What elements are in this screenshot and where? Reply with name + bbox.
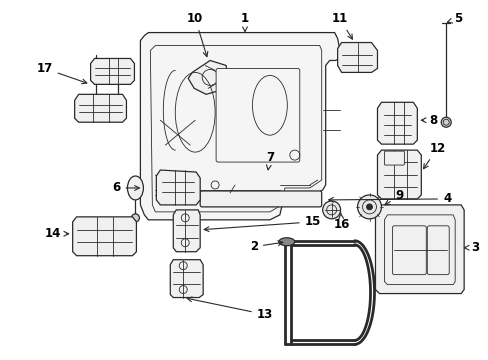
Text: 9: 9: [384, 189, 403, 205]
Text: 1: 1: [241, 12, 248, 32]
Circle shape: [131, 214, 139, 222]
Circle shape: [322, 201, 340, 219]
Polygon shape: [73, 217, 136, 256]
Polygon shape: [337, 42, 377, 72]
Text: 5: 5: [447, 12, 462, 25]
Polygon shape: [150, 45, 321, 212]
Ellipse shape: [278, 238, 294, 246]
Text: 17: 17: [37, 62, 86, 84]
Polygon shape: [188, 60, 227, 94]
Text: 14: 14: [44, 227, 68, 240]
Polygon shape: [170, 260, 203, 298]
FancyBboxPatch shape: [384, 151, 404, 165]
Circle shape: [440, 117, 450, 127]
Text: 13: 13: [187, 297, 272, 321]
Polygon shape: [377, 102, 416, 144]
Text: 3: 3: [464, 241, 478, 254]
Polygon shape: [140, 32, 339, 220]
Polygon shape: [173, 210, 200, 252]
Text: 15: 15: [204, 215, 321, 231]
Text: 16: 16: [333, 213, 349, 231]
Text: 12: 12: [423, 141, 445, 169]
FancyBboxPatch shape: [392, 226, 426, 275]
Polygon shape: [375, 205, 463, 293]
Text: 8: 8: [421, 114, 437, 127]
Text: 7: 7: [265, 150, 273, 170]
Polygon shape: [384, 215, 454, 285]
Polygon shape: [75, 94, 126, 122]
Polygon shape: [156, 170, 200, 205]
Text: 2: 2: [249, 240, 282, 253]
Text: 6: 6: [112, 181, 139, 194]
Ellipse shape: [127, 176, 143, 200]
Polygon shape: [377, 150, 421, 199]
Circle shape: [366, 204, 372, 210]
FancyBboxPatch shape: [200, 191, 321, 207]
FancyBboxPatch shape: [216, 68, 299, 162]
Circle shape: [357, 195, 381, 219]
Text: 11: 11: [331, 12, 352, 39]
Text: 4: 4: [328, 193, 450, 206]
FancyBboxPatch shape: [427, 226, 448, 275]
Polygon shape: [90, 58, 134, 84]
Text: 10: 10: [187, 12, 207, 57]
